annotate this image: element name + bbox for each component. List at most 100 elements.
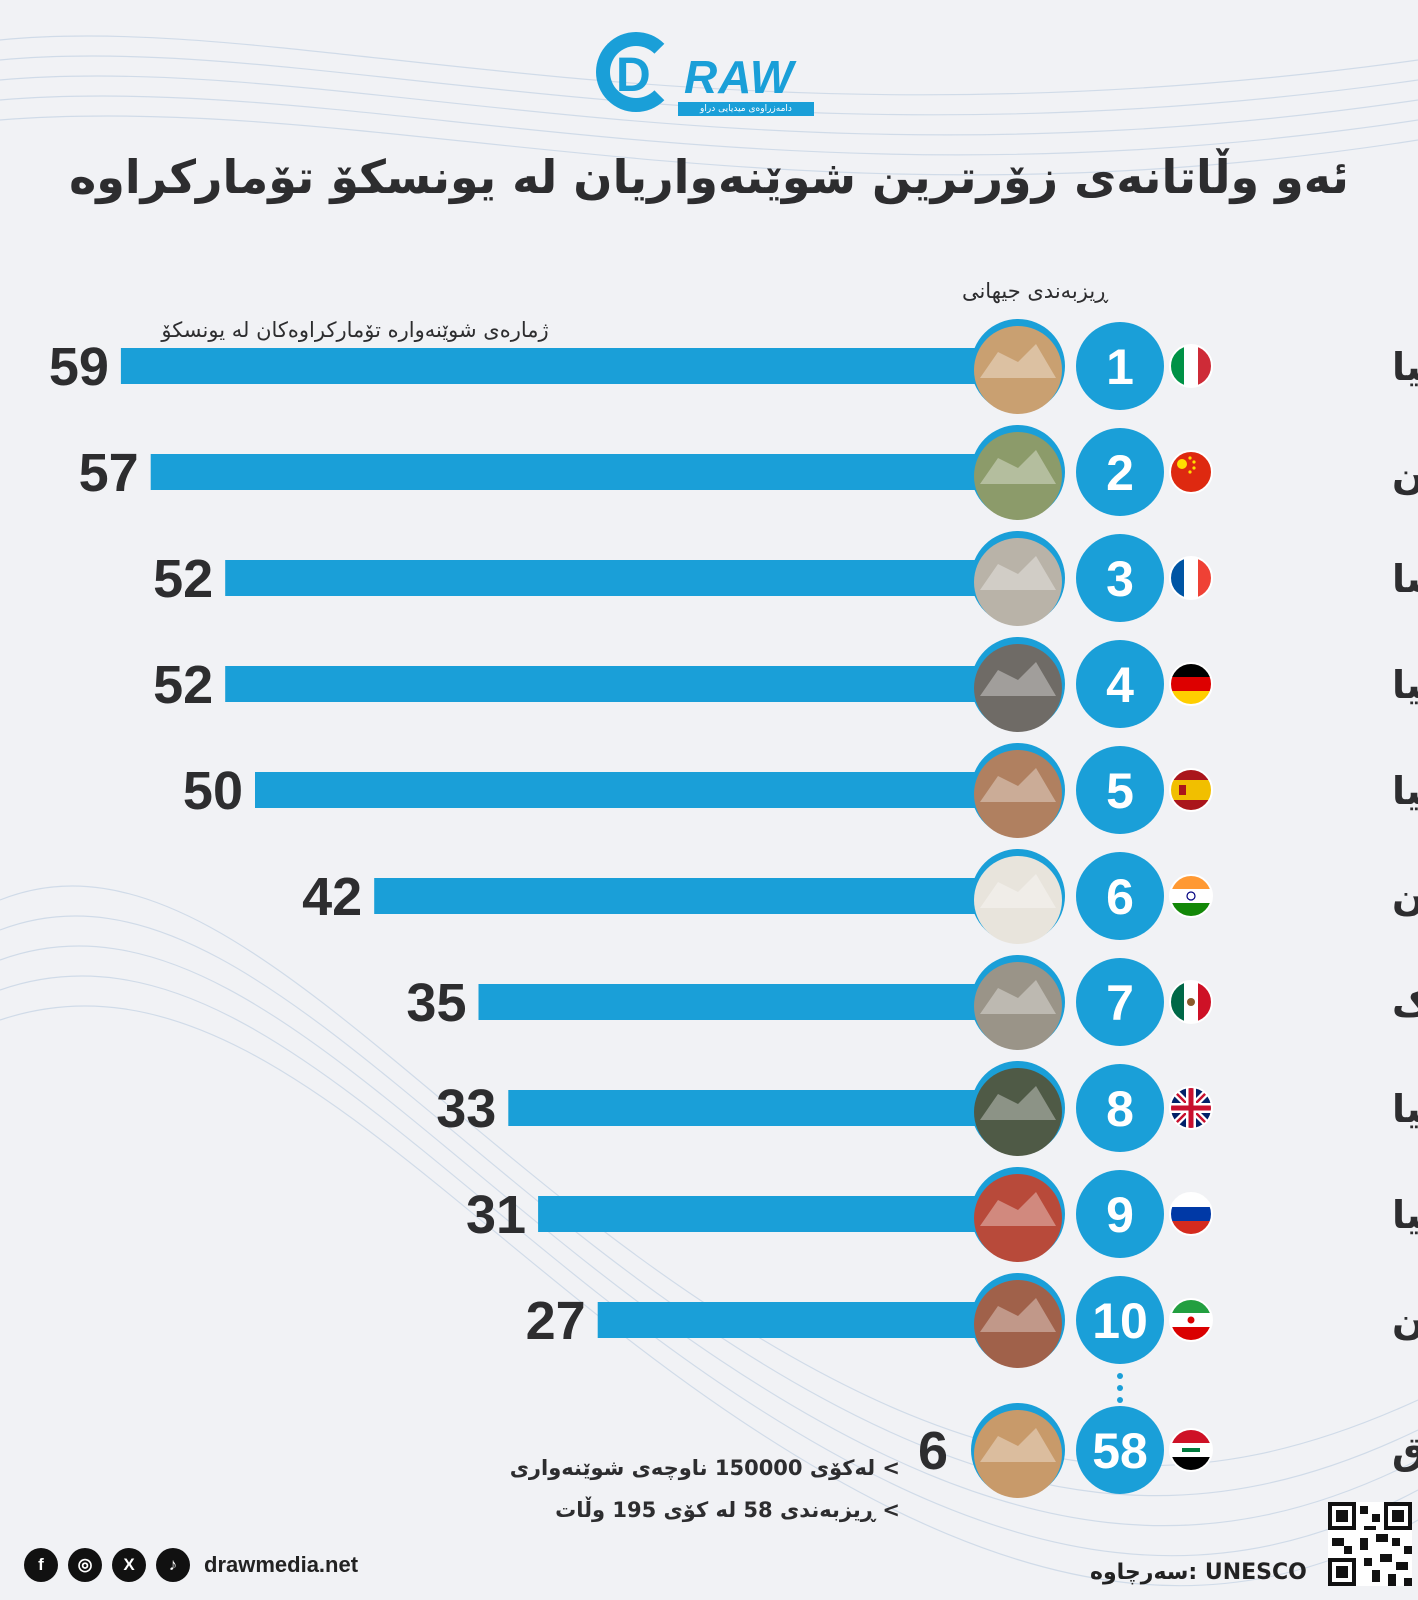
rank-circle bbox=[1076, 1406, 1164, 1494]
landmark-silhouette bbox=[980, 980, 1056, 1014]
rank-number: 8 bbox=[1106, 1081, 1134, 1137]
flag-border bbox=[1169, 1428, 1213, 1472]
bar bbox=[374, 878, 1000, 914]
qr-code-icon[interactable] bbox=[1328, 1502, 1412, 1586]
value-label: 57 bbox=[79, 443, 139, 503]
flag-fill bbox=[1170, 769, 1212, 811]
landmark-photo bbox=[974, 1410, 1062, 1498]
rank-number: 5 bbox=[1106, 763, 1134, 819]
value-label: 31 bbox=[466, 1185, 526, 1245]
rank-number: 4 bbox=[1106, 657, 1134, 713]
rank-circle bbox=[1076, 746, 1164, 834]
website-link[interactable]: drawmedia.net bbox=[204, 1552, 359, 1577]
landmark-photo bbox=[974, 1280, 1062, 1368]
chichen-itza-icon bbox=[971, 955, 1065, 1050]
page-title: ئەو وڵاتانەی زۆرترین شوێنەواریان لە یونس… bbox=[69, 150, 1349, 204]
value-label: 27 bbox=[526, 1291, 586, 1351]
draw-logo: D RAW دامەزراوەی میدیایی دراو bbox=[596, 32, 826, 122]
chart-row: 52 4 ئەڵمانیا bbox=[153, 637, 1418, 732]
country-label: ئیتاڵیا bbox=[1392, 343, 1418, 389]
flag-border bbox=[1169, 874, 1213, 918]
flag-mexico bbox=[1169, 980, 1213, 1024]
note-rank-of-countries: > ڕیزبەندی 58 لە کۆی 195 وڵات bbox=[555, 1498, 900, 1522]
chart-row: 33 8 بەریتانیا bbox=[436, 1061, 1418, 1156]
rank-circle bbox=[1076, 640, 1164, 728]
facebook-icon[interactable]: f bbox=[24, 1548, 58, 1582]
bam-citadel-icon bbox=[971, 1273, 1065, 1368]
bar bbox=[508, 1090, 1000, 1126]
flag-stripe bbox=[1170, 800, 1212, 811]
chart-row: 31 9 ڕووسیا bbox=[466, 1167, 1418, 1262]
value-label: 33 bbox=[436, 1079, 496, 1139]
flag-border bbox=[1169, 768, 1213, 812]
flag-border bbox=[1169, 1086, 1213, 1130]
rank-number: 2 bbox=[1106, 445, 1134, 501]
flag-iraq bbox=[1169, 1428, 1213, 1472]
rank-circle bbox=[1076, 1276, 1164, 1364]
flag-china bbox=[1169, 450, 1213, 494]
rank-circle bbox=[1076, 322, 1164, 410]
x-icon[interactable]: X bbox=[112, 1548, 146, 1582]
value-label: 59 bbox=[49, 337, 109, 397]
instagram-icon[interactable]: ◎ bbox=[68, 1548, 102, 1582]
flag-italy bbox=[1169, 344, 1213, 388]
rank-circle bbox=[1076, 1064, 1164, 1152]
landmark-photo bbox=[974, 432, 1062, 520]
flag-small-star bbox=[1192, 460, 1196, 464]
ellipsis-dot bbox=[1117, 1397, 1123, 1403]
tiktok-icon[interactable]: ♪ bbox=[156, 1548, 190, 1582]
flag-iran bbox=[1169, 1298, 1213, 1342]
flag-border bbox=[1169, 344, 1213, 388]
flag-border bbox=[1169, 662, 1213, 706]
logo-wordmark: RAW bbox=[684, 51, 795, 103]
landmark-silhouette bbox=[980, 662, 1056, 696]
flag-fill bbox=[1170, 451, 1212, 493]
flag-border bbox=[1169, 1192, 1213, 1236]
flag-stripe bbox=[1170, 780, 1212, 800]
rank-number: 6 bbox=[1106, 869, 1134, 925]
bar bbox=[225, 666, 1000, 702]
flag-spain bbox=[1169, 768, 1213, 812]
note-sites-total: > لەکۆی 150000 ناوچەی شوێنەواری bbox=[509, 1456, 900, 1480]
landmark-photo bbox=[974, 326, 1062, 414]
bar bbox=[150, 454, 1000, 490]
value-label: 6 bbox=[918, 1421, 948, 1481]
landmark-silhouette bbox=[980, 450, 1056, 484]
great-wall-icon bbox=[971, 425, 1065, 520]
cordoba-bridge-icon bbox=[971, 743, 1065, 838]
flag-france bbox=[1169, 556, 1213, 600]
flag-stripe bbox=[1170, 1207, 1212, 1221]
rank-circle bbox=[1076, 534, 1164, 622]
chart-row: 59 1 ئیتاڵیا bbox=[49, 319, 1418, 414]
chart-row: 42 6 هیندستان bbox=[302, 849, 1418, 944]
landmark-photo bbox=[974, 644, 1062, 732]
taj-mahal-icon bbox=[971, 849, 1065, 944]
samarra-minaret-icon bbox=[971, 1403, 1065, 1498]
bar bbox=[538, 1196, 1000, 1232]
value-label: 42 bbox=[302, 867, 362, 927]
bar bbox=[225, 560, 1000, 596]
country-label: چین bbox=[1392, 451, 1418, 495]
rank-number: 7 bbox=[1106, 975, 1134, 1031]
value-label: 52 bbox=[153, 549, 213, 609]
country-label: ئیسپانیا bbox=[1392, 769, 1418, 813]
landmark-silhouette bbox=[980, 556, 1056, 590]
st-basil-icon bbox=[971, 1167, 1065, 1262]
chart-row: 6 58 عێراق bbox=[918, 1373, 1418, 1498]
bar bbox=[120, 348, 1000, 384]
rank-column-label: ڕیزبەندی جیهانی bbox=[961, 279, 1109, 303]
flag-india bbox=[1169, 874, 1213, 918]
landmark-silhouette bbox=[980, 874, 1056, 908]
country-label: ڕووسیا bbox=[1392, 1193, 1418, 1238]
flag-border bbox=[1169, 1298, 1213, 1342]
landmark-photo bbox=[974, 538, 1062, 626]
chart-row: 57 2 چین bbox=[79, 425, 1418, 520]
landmark-photo bbox=[974, 1068, 1062, 1156]
flag-stripe bbox=[1170, 677, 1212, 691]
source-credit: سەرچاوە: UNESCO bbox=[1090, 1560, 1307, 1585]
landmark-silhouette bbox=[980, 344, 1056, 378]
flag-small-star bbox=[1188, 456, 1192, 460]
flag-russia bbox=[1169, 1192, 1213, 1236]
landmark-silhouette bbox=[980, 1428, 1056, 1462]
